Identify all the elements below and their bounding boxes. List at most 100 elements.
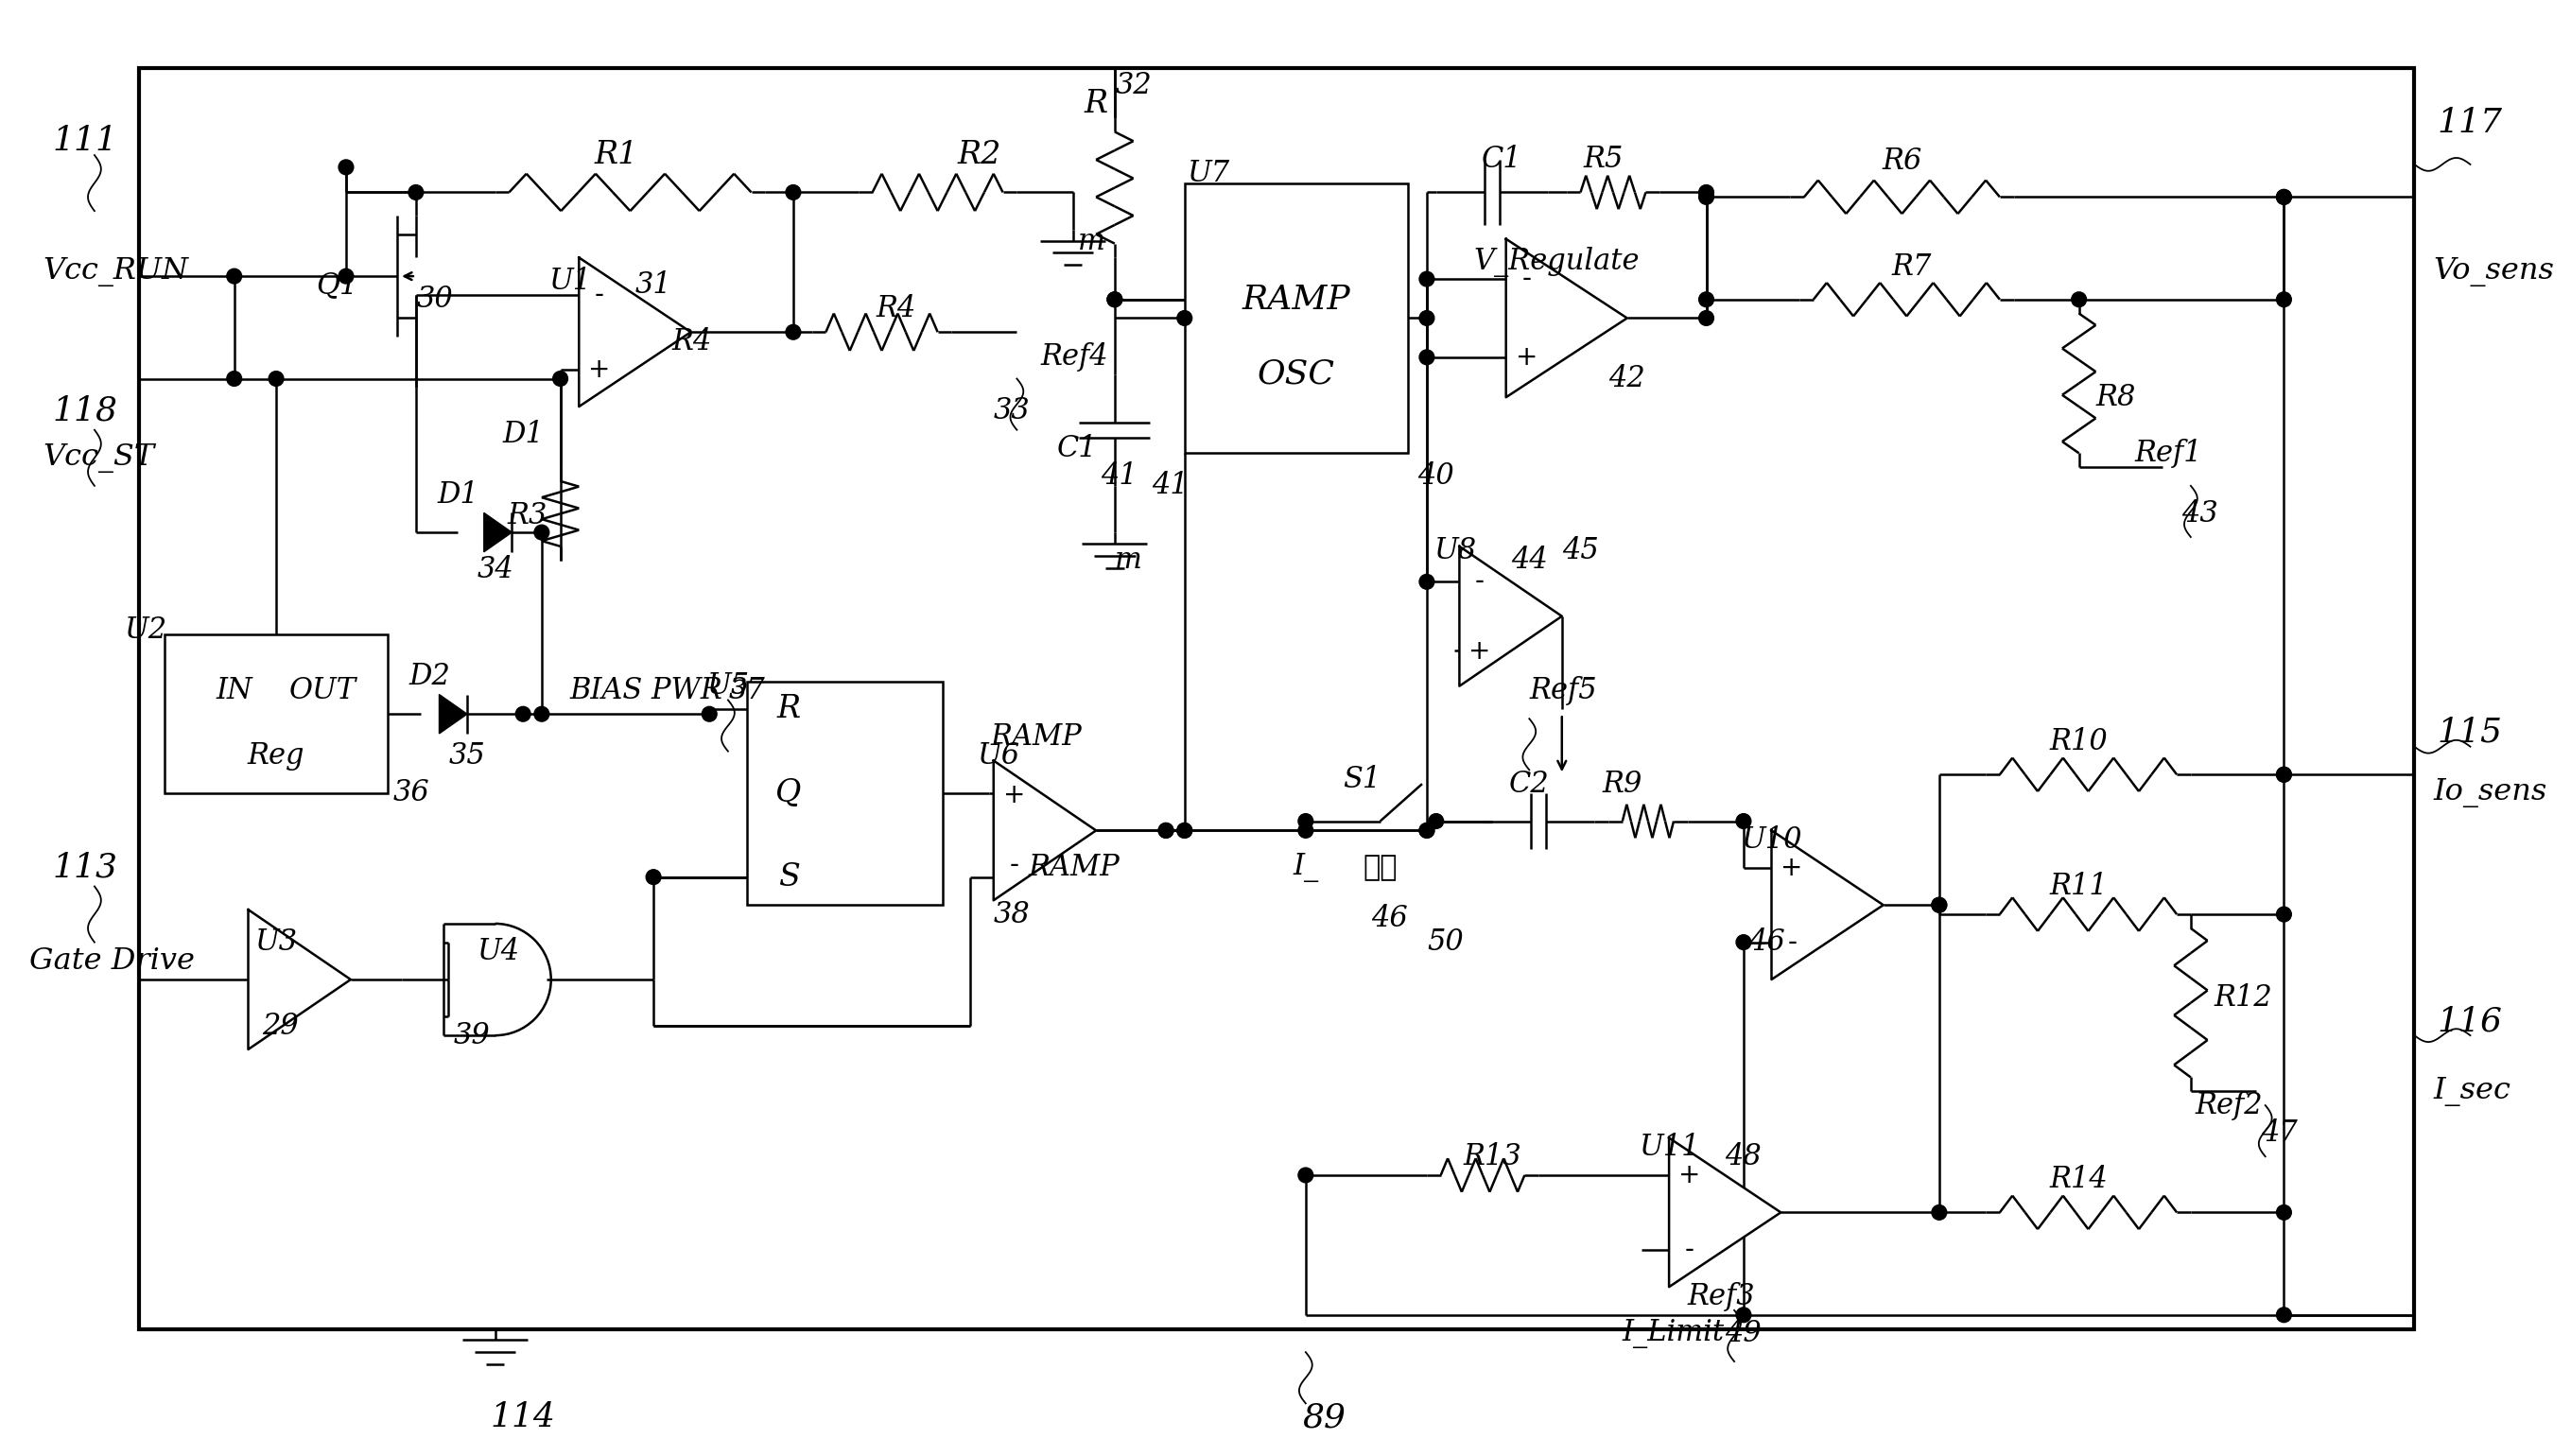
Text: Io_sens: Io_sens <box>2432 779 2548 808</box>
Text: R14: R14 <box>2049 1165 2108 1194</box>
Text: OUT: OUT <box>288 676 357 705</box>
Circle shape <box>339 160 352 175</box>
Text: 44: 44 <box>1512 546 1548 575</box>
Text: Vo_sens: Vo_sens <box>2432 256 2553 287</box>
Text: R12: R12 <box>2214 983 2273 1013</box>
Text: 33: 33 <box>995 396 1031 427</box>
Text: Ref5: Ref5 <box>1530 676 1597 705</box>
Text: +: + <box>1782 855 1802 881</box>
Circle shape <box>2275 907 2291 922</box>
Text: R11: R11 <box>2049 872 2108 901</box>
Text: m: m <box>1077 227 1106 256</box>
Polygon shape <box>483 513 512 552</box>
Text: m: m <box>1116 546 1142 575</box>
Text: S1: S1 <box>1342 764 1381 794</box>
Text: R2: R2 <box>956 140 1003 170</box>
Circle shape <box>1108 293 1121 307</box>
Circle shape <box>787 325 800 339</box>
Text: 46: 46 <box>1748 927 1784 957</box>
Text: -: - <box>594 281 604 309</box>
Bar <box>139 68 2414 1329</box>
Text: 113: 113 <box>51 852 118 884</box>
Polygon shape <box>1460 546 1563 686</box>
Circle shape <box>226 371 242 386</box>
Circle shape <box>1735 935 1751 949</box>
Circle shape <box>787 185 800 199</box>
Text: 116: 116 <box>2437 1006 2504 1038</box>
Text: 45: 45 <box>1563 536 1599 565</box>
Text: 36: 36 <box>393 779 429 808</box>
Circle shape <box>1699 189 1715 204</box>
Text: 115: 115 <box>2437 716 2504 748</box>
Circle shape <box>1699 185 1715 199</box>
Polygon shape <box>992 760 1095 900</box>
Text: R7: R7 <box>1892 252 1931 281</box>
Text: BIAS PWR: BIAS PWR <box>571 676 722 705</box>
Text: Ref1: Ref1 <box>2134 438 2203 467</box>
Circle shape <box>2275 293 2291 307</box>
Text: R6: R6 <box>1882 147 1923 176</box>
Text: -: - <box>1010 852 1018 878</box>
Text: R13: R13 <box>1463 1142 1522 1171</box>
Text: U3: U3 <box>255 927 298 957</box>
Text: R1: R1 <box>594 140 638 170</box>
Circle shape <box>2275 189 2291 204</box>
Text: R3: R3 <box>506 501 548 530</box>
Text: U8: U8 <box>1435 536 1476 565</box>
Polygon shape <box>1507 239 1627 397</box>
Circle shape <box>1699 293 1715 307</box>
Circle shape <box>2275 189 2291 204</box>
Text: R4: R4 <box>877 294 915 323</box>
Text: U4: U4 <box>476 936 519 967</box>
Text: +: + <box>1679 1162 1699 1188</box>
Circle shape <box>1419 310 1435 326</box>
Text: 29: 29 <box>262 1012 298 1041</box>
Polygon shape <box>578 258 692 406</box>
Text: Reg: Reg <box>247 741 306 770</box>
Text: R8: R8 <box>2095 383 2137 412</box>
Text: R4: R4 <box>671 326 712 357</box>
Text: Gate Drive: Gate Drive <box>28 946 195 976</box>
Text: R10: R10 <box>2049 728 2108 757</box>
Text: U11: U11 <box>1638 1133 1699 1162</box>
Text: 42: 42 <box>1609 364 1645 393</box>
Text: S: S <box>779 862 800 893</box>
Bar <box>1185 183 1409 453</box>
Text: 111: 111 <box>51 125 118 157</box>
Text: 41: 41 <box>1100 462 1136 491</box>
Text: -: - <box>1684 1236 1694 1262</box>
Text: Ref2: Ref2 <box>2196 1091 2262 1120</box>
Circle shape <box>1108 293 1121 307</box>
Text: OSC: OSC <box>1257 358 1334 390</box>
Text: 34: 34 <box>476 555 514 584</box>
Text: 40: 40 <box>1417 462 1455 491</box>
Circle shape <box>702 706 717 722</box>
Bar <box>165 635 388 794</box>
Circle shape <box>1931 1206 1946 1220</box>
Text: R9: R9 <box>1602 769 1643 798</box>
Text: D1: D1 <box>501 419 545 450</box>
Circle shape <box>1298 1168 1314 1182</box>
Text: 38: 38 <box>995 900 1031 929</box>
Circle shape <box>1419 823 1435 837</box>
Bar <box>746 681 944 906</box>
Text: IN: IN <box>216 676 252 705</box>
Circle shape <box>1931 897 1946 913</box>
Circle shape <box>2275 767 2291 782</box>
Text: RAMP: RAMP <box>1242 284 1350 316</box>
Text: +: + <box>1468 638 1491 664</box>
Circle shape <box>1178 310 1193 326</box>
Circle shape <box>339 269 352 284</box>
Text: U2: U2 <box>123 616 167 645</box>
Circle shape <box>2275 1206 2291 1220</box>
Text: Q1: Q1 <box>316 271 357 300</box>
Text: 46: 46 <box>1370 904 1409 933</box>
Circle shape <box>409 185 424 199</box>
Text: 30: 30 <box>417 285 452 314</box>
Text: 50: 50 <box>1427 927 1463 957</box>
Text: +: + <box>1003 782 1026 808</box>
Text: C1: C1 <box>1057 434 1098 463</box>
Text: V_Regulate: V_Regulate <box>1473 248 1640 277</box>
Circle shape <box>1735 1307 1751 1322</box>
Polygon shape <box>1771 830 1885 980</box>
